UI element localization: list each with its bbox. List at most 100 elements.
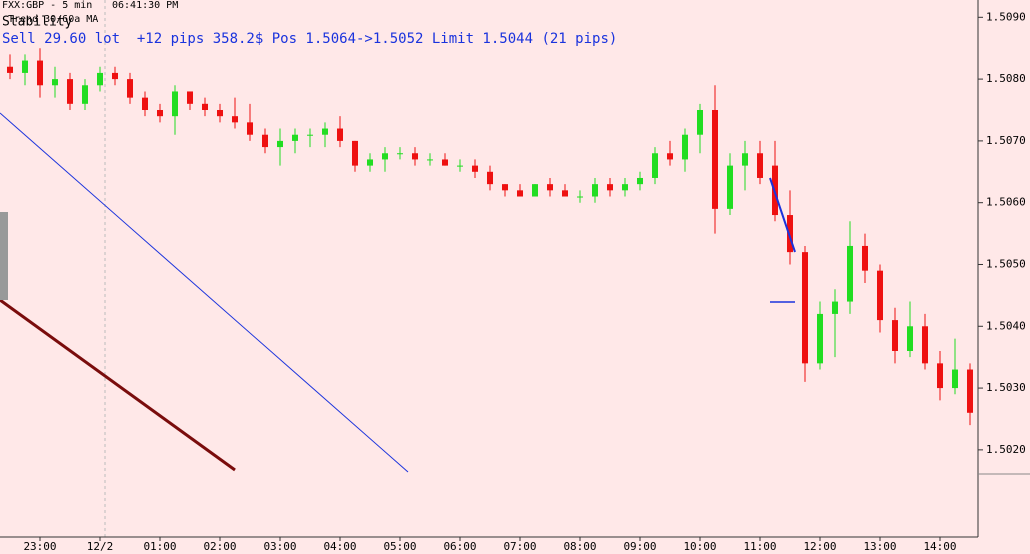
x-tick-label: 02:00	[203, 540, 236, 553]
candle-body	[442, 159, 448, 166]
candle-body	[322, 128, 328, 135]
candle-body	[187, 91, 193, 104]
candle-body	[37, 60, 43, 86]
candle-body	[547, 184, 553, 191]
candle-body	[922, 326, 928, 364]
candle-body	[7, 66, 13, 73]
candle-body	[637, 177, 643, 185]
ticker: FXX:GBP - 5 min	[2, 0, 92, 11]
candle-body	[862, 245, 868, 271]
y-tick-label: 1.5060	[986, 196, 1026, 209]
candle-body	[727, 165, 733, 209]
candle-body	[97, 72, 103, 86]
candle-body	[67, 79, 73, 104]
y-tick-label: 1.5020	[986, 443, 1026, 456]
candle-body	[217, 109, 223, 117]
candle-body	[82, 85, 88, 104]
candle-body	[517, 190, 523, 197]
candle-body	[787, 215, 793, 253]
candle-body	[577, 196, 583, 198]
candle-body	[532, 184, 538, 197]
trend-line	[0, 112, 409, 473]
candle-body	[382, 153, 388, 160]
candle-body	[712, 109, 718, 209]
x-tick-label: 09:00	[623, 540, 656, 553]
candle-body	[952, 369, 958, 389]
candle-body	[847, 245, 853, 302]
candle-body	[892, 320, 898, 351]
candle-body	[907, 326, 913, 351]
candles	[7, 48, 973, 426]
candle-body	[802, 252, 808, 364]
candle-body	[472, 165, 478, 172]
candle-body	[742, 153, 748, 166]
candle-body	[262, 134, 268, 148]
y-tick-label: 1.5030	[986, 381, 1026, 394]
candle-body	[157, 109, 163, 117]
candle-body	[397, 153, 403, 155]
x-tick-label: 03:00	[263, 540, 296, 553]
candle-body	[682, 134, 688, 160]
y-tick-label: 1.5040	[986, 319, 1026, 332]
clock: 06:41:30 PM	[112, 0, 178, 11]
candle-body	[292, 134, 298, 141]
candle-body	[172, 91, 178, 117]
x-tick-label: 08:00	[563, 540, 596, 553]
candle-body	[667, 153, 673, 160]
x-tick-label: 07:00	[503, 540, 536, 553]
candle-body	[52, 79, 58, 86]
candle-body	[427, 159, 433, 161]
candle-body	[607, 184, 613, 191]
candle-body	[142, 97, 148, 110]
side-tab[interactable]	[0, 212, 8, 300]
candle-body	[757, 153, 763, 178]
candle-body	[367, 159, 373, 166]
status: Sell 29.60 lot +12 pips 358.2$ Pos 1.506…	[2, 31, 617, 47]
candle-body	[277, 140, 283, 148]
trend-line	[0, 298, 236, 472]
candle-body	[127, 79, 133, 98]
candle-body	[937, 363, 943, 389]
candle-body	[652, 153, 658, 178]
x-tick-label: 05:00	[383, 540, 416, 553]
y-tick-label: 1.5080	[986, 72, 1026, 85]
x-tick-label: 14:00	[923, 540, 956, 553]
candle-body	[832, 301, 838, 314]
x-tick-label: 11:00	[743, 540, 776, 553]
x-tick-label: 01:00	[143, 540, 176, 553]
y-tick-label: 1.5090	[986, 10, 1026, 23]
candle-body	[817, 313, 823, 364]
candle-body	[412, 153, 418, 160]
indicator: Trend 30/60a MA	[8, 14, 98, 25]
candle-body	[562, 190, 568, 197]
x-tick-label: 23:00	[23, 540, 56, 553]
candle-body	[622, 184, 628, 191]
candle-body	[352, 140, 358, 166]
x-tick-label: 12/2	[87, 540, 114, 553]
candle-body	[307, 134, 313, 136]
x-tick-label: 12:00	[803, 540, 836, 553]
x-tick-label: 13:00	[863, 540, 896, 553]
candle-body	[337, 128, 343, 141]
x-tick-label: 04:00	[323, 540, 356, 553]
candle-body	[232, 116, 238, 123]
trade-line	[769, 177, 796, 253]
y-tick-label: 1.5050	[986, 257, 1026, 270]
candle-body	[877, 270, 883, 321]
y-tick-label: 1.5070	[986, 134, 1026, 147]
candle-body	[697, 109, 703, 135]
strategy: Stability	[2, 15, 73, 30]
x-tick-label: 06:00	[443, 540, 476, 553]
candle-body	[202, 103, 208, 110]
candle-body	[592, 184, 598, 197]
candle-body	[502, 184, 508, 191]
candle-body	[247, 122, 253, 135]
x-tick-label: 10:00	[683, 540, 716, 553]
candle-body	[112, 72, 118, 80]
candle-body	[457, 165, 463, 167]
candle-body	[22, 60, 28, 73]
candle-body	[487, 171, 493, 185]
candle-body	[967, 369, 973, 413]
